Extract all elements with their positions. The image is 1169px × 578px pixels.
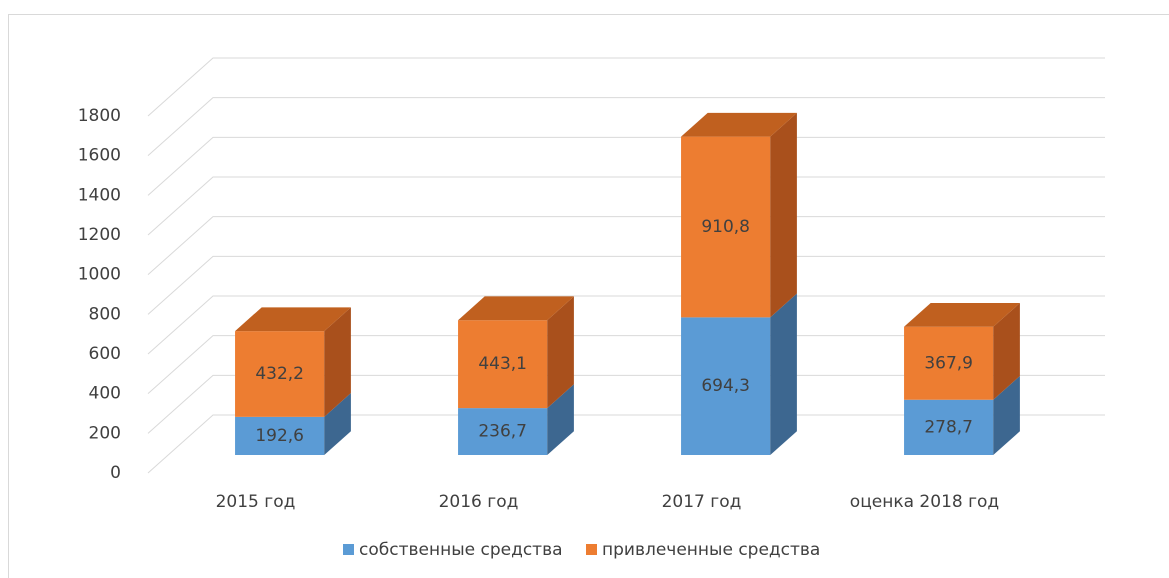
data-label: 192,6 [255, 426, 304, 446]
data-label: 367,9 [924, 353, 973, 373]
x-tick-label: 2015 год [216, 492, 296, 512]
bar-front [235, 416, 325, 456]
x-tick-label: 2017 год [662, 492, 742, 512]
bar-front [904, 399, 994, 456]
y-tick-label: 800 [89, 304, 121, 324]
y-tick-label: 1400 [78, 185, 121, 205]
bar-front [681, 136, 771, 318]
data-label: 432,2 [255, 364, 304, 384]
y-tick-label: 1200 [78, 225, 121, 245]
x-tick-label: оценка 2018 год [850, 492, 999, 512]
bar-side [770, 293, 797, 456]
y-tick-label: 1600 [78, 146, 121, 166]
bar-front [458, 408, 548, 456]
grid-line [147, 97, 1105, 157]
data-label: 910,8 [701, 217, 750, 237]
bar-side [324, 307, 351, 417]
bar-side [547, 296, 574, 409]
grid-line [147, 216, 1105, 276]
bar-side [993, 302, 1020, 400]
bar-side [324, 393, 351, 456]
legend-swatch [343, 544, 354, 555]
bar-front [681, 317, 771, 456]
bar-top [458, 296, 574, 321]
grid-line [147, 57, 1105, 117]
y-tick-label: 400 [89, 384, 121, 404]
grid-line [147, 335, 1105, 395]
bar-top [904, 302, 1020, 327]
grid-line [147, 295, 1105, 355]
bar-side [993, 375, 1020, 456]
bar-front [904, 326, 994, 400]
y-tick-label: 600 [89, 344, 121, 364]
grid-line [147, 374, 1105, 434]
legend-swatch [586, 544, 597, 555]
bar-side [547, 384, 574, 456]
grid-line [147, 255, 1105, 315]
y-tick-label: 1800 [78, 106, 121, 126]
data-label: 694,3 [701, 376, 750, 396]
bar-front [458, 320, 548, 409]
bar-front [235, 331, 325, 417]
bar-top [681, 112, 797, 137]
x-tick-label: 2016 год [439, 492, 519, 512]
grid-line [147, 136, 1105, 196]
bar-side [770, 112, 797, 318]
y-tick-label: 200 [89, 423, 121, 443]
y-tick-label: 1000 [78, 265, 121, 285]
grid-line [147, 176, 1105, 236]
y-tick-label: 0 [110, 463, 121, 483]
legend-label: собственные средства [359, 540, 563, 560]
data-label: 236,7 [478, 422, 527, 442]
bar-top [235, 307, 351, 332]
data-label: 443,1 [478, 354, 527, 374]
grid-line [147, 414, 1105, 474]
legend-label: привлеченные средства [602, 540, 820, 560]
data-label: 278,7 [924, 417, 973, 437]
